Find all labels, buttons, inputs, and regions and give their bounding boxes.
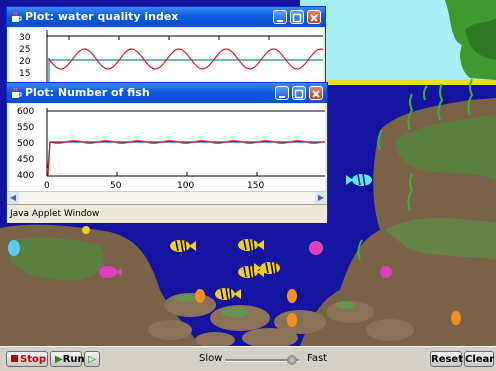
stop-button[interactable]: Stop [6,351,48,367]
fish [346,173,372,187]
fish [287,289,297,303]
water-quality-plot: 30 25 20 15 [9,28,324,90]
oscillating-series-line [48,48,324,70]
slow-label: Slow [199,353,223,364]
clear-label: Clear [465,354,495,365]
y-tick-label: 20 [19,57,31,67]
stop-icon [11,355,18,362]
x-tick-label: 150 [247,181,264,191]
window-title: Plot: water quality index [25,10,179,23]
fish-count-series-red [47,140,325,177]
shoreline [300,80,496,85]
fish [82,226,90,234]
window-titlebar[interactable]: Plot: Number of fish [7,83,327,103]
fish [380,266,392,278]
y-tick-label: 25 [19,45,30,55]
y-tick-label: 600 [17,107,34,117]
fish [195,289,205,303]
fish [170,239,196,253]
fish [254,261,280,275]
applet-status-bar: Java Applet Window [7,204,327,223]
fish [99,266,122,278]
x-tick-label: 50 [110,181,122,191]
fish [287,313,297,327]
coffee-cup-icon [12,87,22,98]
fish-count-plot-window[interactable]: Plot: Number of fish 600 550 500 450 400… [6,82,328,223]
y-tick-label: 500 [17,139,34,149]
fish-group [8,173,461,327]
run-button[interactable]: ▶Run [50,351,85,367]
maximize-button[interactable] [290,10,304,24]
fish [309,241,323,255]
y-tick-label: 450 [17,155,34,165]
step-icon: ▷ [88,354,96,365]
fast-label: Fast [307,353,328,364]
status-text: Java Applet Window [10,209,100,219]
scroll-right-arrow-icon[interactable]: ▶ [315,192,327,204]
control-toolbar: Stop ▶Run ▷ Slow Fast Reset Clear [0,346,496,371]
step-button[interactable]: ▷ [84,351,100,367]
y-tick-label: 30 [19,33,31,43]
reset-button[interactable]: Reset [430,351,463,367]
scroll-left-arrow-icon[interactable]: ◀ [7,192,19,204]
fish [215,287,241,301]
clear-button[interactable]: Clear [464,351,494,367]
y-tick-label: 400 [17,171,34,181]
minimize-button[interactable] [273,10,287,24]
close-button[interactable] [309,86,323,100]
speed-slider[interactable] [225,355,299,365]
water-quality-chart: 30 25 20 15 [19,30,324,90]
y-tick-label: 15 [19,69,30,79]
window-title: Plot: Number of fish [25,86,150,99]
water-quality-plot-window[interactable]: Plot: water quality index 30 25 20 15 [6,6,326,90]
fish [451,311,461,325]
minimize-button[interactable] [275,86,289,100]
x-tick-label: 0 [44,181,50,191]
window-titlebar[interactable]: Plot: water quality index [7,7,325,27]
coffee-cup-icon [12,11,22,22]
fish-count-series-blue [47,141,325,169]
stop-label: Stop [20,354,47,365]
run-label: Run [62,354,85,365]
reset-label: Reset [431,354,463,365]
fish-count-chart: 600 550 500 450 400 0 50 100 150 [17,107,325,191]
horizontal-scrollbar[interactable]: ◀ ▶ [7,191,327,204]
slider-track [225,359,299,362]
close-button[interactable] [307,10,321,24]
x-tick-label: 100 [177,181,194,191]
fish-count-plot: 600 550 500 450 400 0 50 100 150 [9,104,325,191]
fish [8,240,20,256]
maximize-button[interactable] [292,86,306,100]
slider-thumb[interactable] [287,355,298,365]
fish [238,238,264,252]
play-icon: ▶ [55,354,63,365]
y-tick-label: 550 [17,123,34,133]
seaweed [357,78,474,261]
